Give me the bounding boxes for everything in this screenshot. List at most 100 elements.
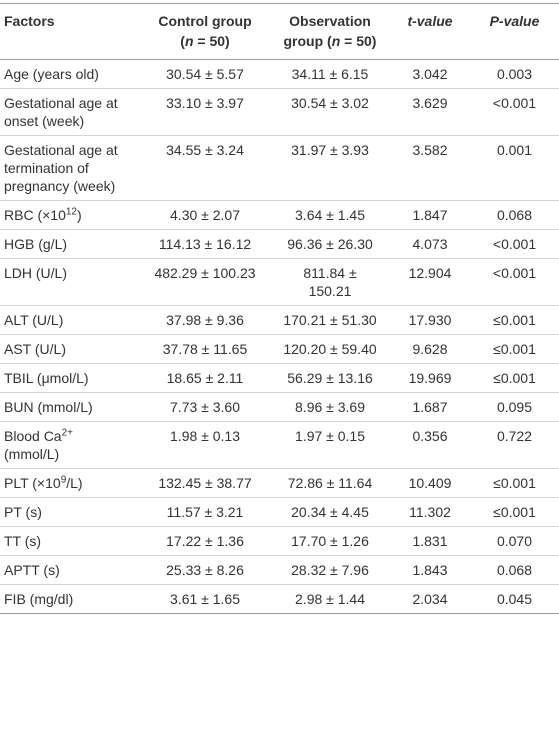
table-row: TBIL (μmol/L) 18.65 ± 2.11 56.29 ± 13.16 19… [0,363,559,393]
value-cell: 18.65 ± 2.11 [140,363,270,393]
text-run: (mmol/L) [4,446,60,462]
value-cell: 10.409 [390,468,470,498]
table-row: Gestational age at onset (week) 33.10 ± 3… [0,88,559,136]
value-cell: 170.21 ± 51.30 [270,305,390,335]
value-cell: 33.10 ± 3.97 [140,88,270,136]
value-cell: 3.582 [390,135,470,201]
factor-cell: FIB (mg/dl) [0,584,140,614]
value-cell: 0.356 [390,421,470,469]
value-cell: 17.70 ± 1.26 [270,526,390,556]
value-cell: 0.070 [470,526,559,556]
table-row: APTT (s) 25.33 ± 8.26 28.32 ± 7.96 1.843 0.0… [0,555,559,585]
table-body: Age (years old) 30.54 ± 5.57 34.11 ± 6.15 3… [0,60,559,614]
value-cell: 1.97 ± 0.15 [270,421,390,469]
text-run: = 50) [340,33,377,49]
value-cell: 0.001 [470,135,559,201]
table-row: RBC (×1012) 4.30 ± 2.07 3.64 ± 1.45 1.847 0.… [0,200,559,230]
factor-cell: HGB (g/L) [0,229,140,259]
value-cell: 9.628 [390,334,470,364]
value-cell: 34.55 ± 3.24 [140,135,270,201]
text-run: ) [76,207,82,223]
value-cell: 8.96 ± 3.69 [270,392,390,422]
text-run: n [184,33,194,49]
table-row: Gestational age at termination of pregna… [0,135,559,201]
factor-cell: PLT (×109/L) [0,468,140,498]
value-cell: 19.969 [390,363,470,393]
factor-cell: LDH (U/L) [0,258,140,306]
header-row: Factors Control group (n = 50) Observation… [0,3,559,60]
table-row: Age (years old) 30.54 ± 5.57 34.11 ± 6.15 3… [0,60,559,89]
factor-cell: RBC (×1012) [0,200,140,230]
value-cell: 0.068 [470,555,559,585]
value-cell: 56.29 ± 13.16 [270,363,390,393]
value-cell: ≤0.001 [470,305,559,335]
value-cell: 1.687 [390,392,470,422]
value-cell: 72.86 ± 11.64 [270,468,390,498]
header-cell: Factors [0,3,140,60]
value-cell: ≤0.001 [470,363,559,393]
table-row: LDH (U/L) 482.29 ± 100.23 811.84 ± 150.21 1… [0,258,559,306]
value-cell: 132.45 ± 38.77 [140,468,270,498]
value-cell: 2.034 [390,584,470,614]
header-cell: t-value [390,3,470,60]
factor-cell: Blood Ca2+ (mmol/L) [0,421,140,469]
factor-cell: AST (U/L) [0,334,140,364]
factor-cell: TT (s) [0,526,140,556]
text-run: Blood Ca [4,428,62,444]
value-cell: 0.095 [470,392,559,422]
value-cell: <0.001 [470,229,559,259]
page: Factors Control group (n = 50) Observation… [0,3,559,750]
value-cell: 1.98 ± 0.13 [140,421,270,469]
value-cell: ≤0.001 [470,334,559,364]
value-cell: 7.73 ± 3.60 [140,392,270,422]
table-row: ALT (U/L) 37.98 ± 9.36 170.21 ± 51.30 17.93… [0,305,559,335]
text-run: PLT (×10 [4,475,61,491]
factor-cell: Gestational age at termination of pregna… [0,135,140,201]
text-run: Observation group ( [283,13,371,49]
value-cell: 0.003 [496,66,533,82]
value-cell: 1.843 [390,555,470,585]
text-run: t-value [407,13,453,29]
factor-cell: ALT (U/L) [0,305,140,335]
value-cell: 3.629 [390,88,470,136]
value-cell: 11.302 [390,497,470,527]
value-cell: 30.54 ± 3.02 [270,88,390,136]
text-run: RBC (×10 [4,207,66,223]
value-cell: 0.722 [470,421,559,469]
value-cell: 114.13 ± 16.12 [140,229,270,259]
value-cell: 1.847 [390,200,470,230]
value-cell: <0.001 [470,88,559,136]
table-row: Blood Ca2+ (mmol/L) 1.98 ± 0.13 1.97 ± 0.1… [0,421,559,469]
factor-cell: APTT (s) [0,555,140,585]
value-cell: 31.97 ± 3.93 [270,135,390,201]
factor-cell: TBIL (μmol/L) [0,363,140,393]
value-cell: 37.98 ± 9.36 [140,305,270,335]
value-cell: 3.64 ± 1.45 [270,200,390,230]
value-cell: 0.068 [470,200,559,230]
value-cell: 20.34 ± 4.45 [270,497,390,527]
value-cell: 482.29 ± 100.23 [140,258,270,306]
header-cell: Observation group (n = 50) [270,3,390,60]
value-cell: 30.54 ± 5.57 [166,66,244,82]
value-cell: ≤0.001 [470,497,559,527]
value-cell: 811.84 ± 150.21 [270,258,390,306]
text-run: P-value [489,13,540,29]
text-run: /L) [66,475,83,491]
value-cell: 3.61 ± 1.65 [140,584,270,614]
factor-cell: Gestational age at onset (week) [0,88,140,136]
table-row: PLT (×109/L) 132.45 ± 38.77 72.86 ± 11.64 1… [0,468,559,498]
table-row: PT (s) 11.57 ± 3.21 20.34 ± 4.45 11.302 ≤0.0… [0,497,559,527]
value-cell: 17.930 [390,305,470,335]
table-row: AST (U/L) 37.78 ± 11.65 120.20 ± 59.40 9.62… [0,334,559,364]
value-cell: 25.33 ± 8.26 [140,555,270,585]
factor-cell: Age (years old) [4,66,99,82]
text-run: = 50) [193,33,230,49]
text-run: 9 [60,474,67,486]
table-row: HGB (g/L) 114.13 ± 16.12 96.36 ± 26.30 4.07… [0,229,559,259]
table-row: TT (s) 17.22 ± 1.36 17.70 ± 1.26 1.831 0.070 [0,526,559,556]
text-run: 2+ [61,427,73,439]
value-cell: <0.001 [470,258,559,306]
table-row: BUN (mmol/L) 7.73 ± 3.60 8.96 ± 3.69 1.687 0… [0,392,559,422]
header-cell: Control group (n = 50) [140,3,270,60]
text-run: Control group ( [158,13,252,49]
